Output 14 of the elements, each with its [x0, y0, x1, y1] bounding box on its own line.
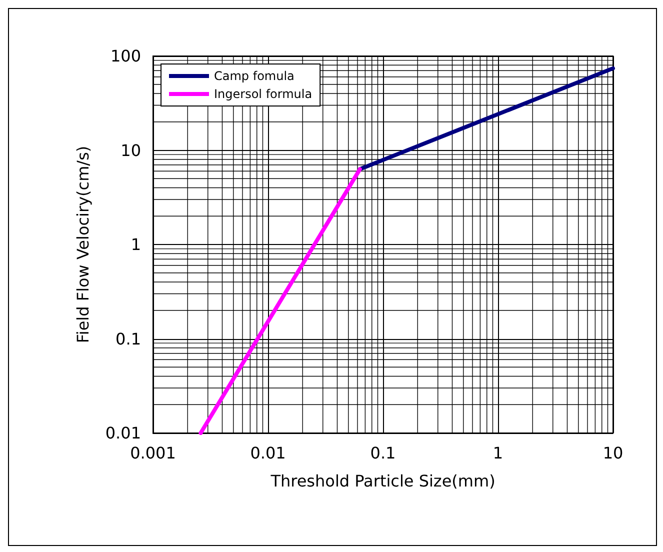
y-tick-label: 0.1: [116, 329, 141, 348]
x-tick-label: 0.001: [130, 444, 176, 462]
y-tick-label: 10: [120, 140, 141, 160]
legend-label: Ingersol formula: [214, 87, 312, 101]
y-axis-title: Field Flow Velociry(cm/s): [74, 146, 92, 344]
x-tick-label: 1: [492, 444, 504, 462]
y-tick-label: 100: [110, 46, 141, 66]
y-tick-label: 1: [130, 235, 141, 254]
y-tick-label: 0.01: [105, 424, 141, 442]
x-axis-title: Threshold Particle Size(mm): [270, 472, 496, 490]
x-tick-label: 10: [602, 444, 624, 462]
x-tick-label: 0.1: [370, 444, 396, 462]
legend-label: Camp fomula: [214, 69, 294, 83]
x-tick-label: 0.01: [250, 444, 286, 462]
